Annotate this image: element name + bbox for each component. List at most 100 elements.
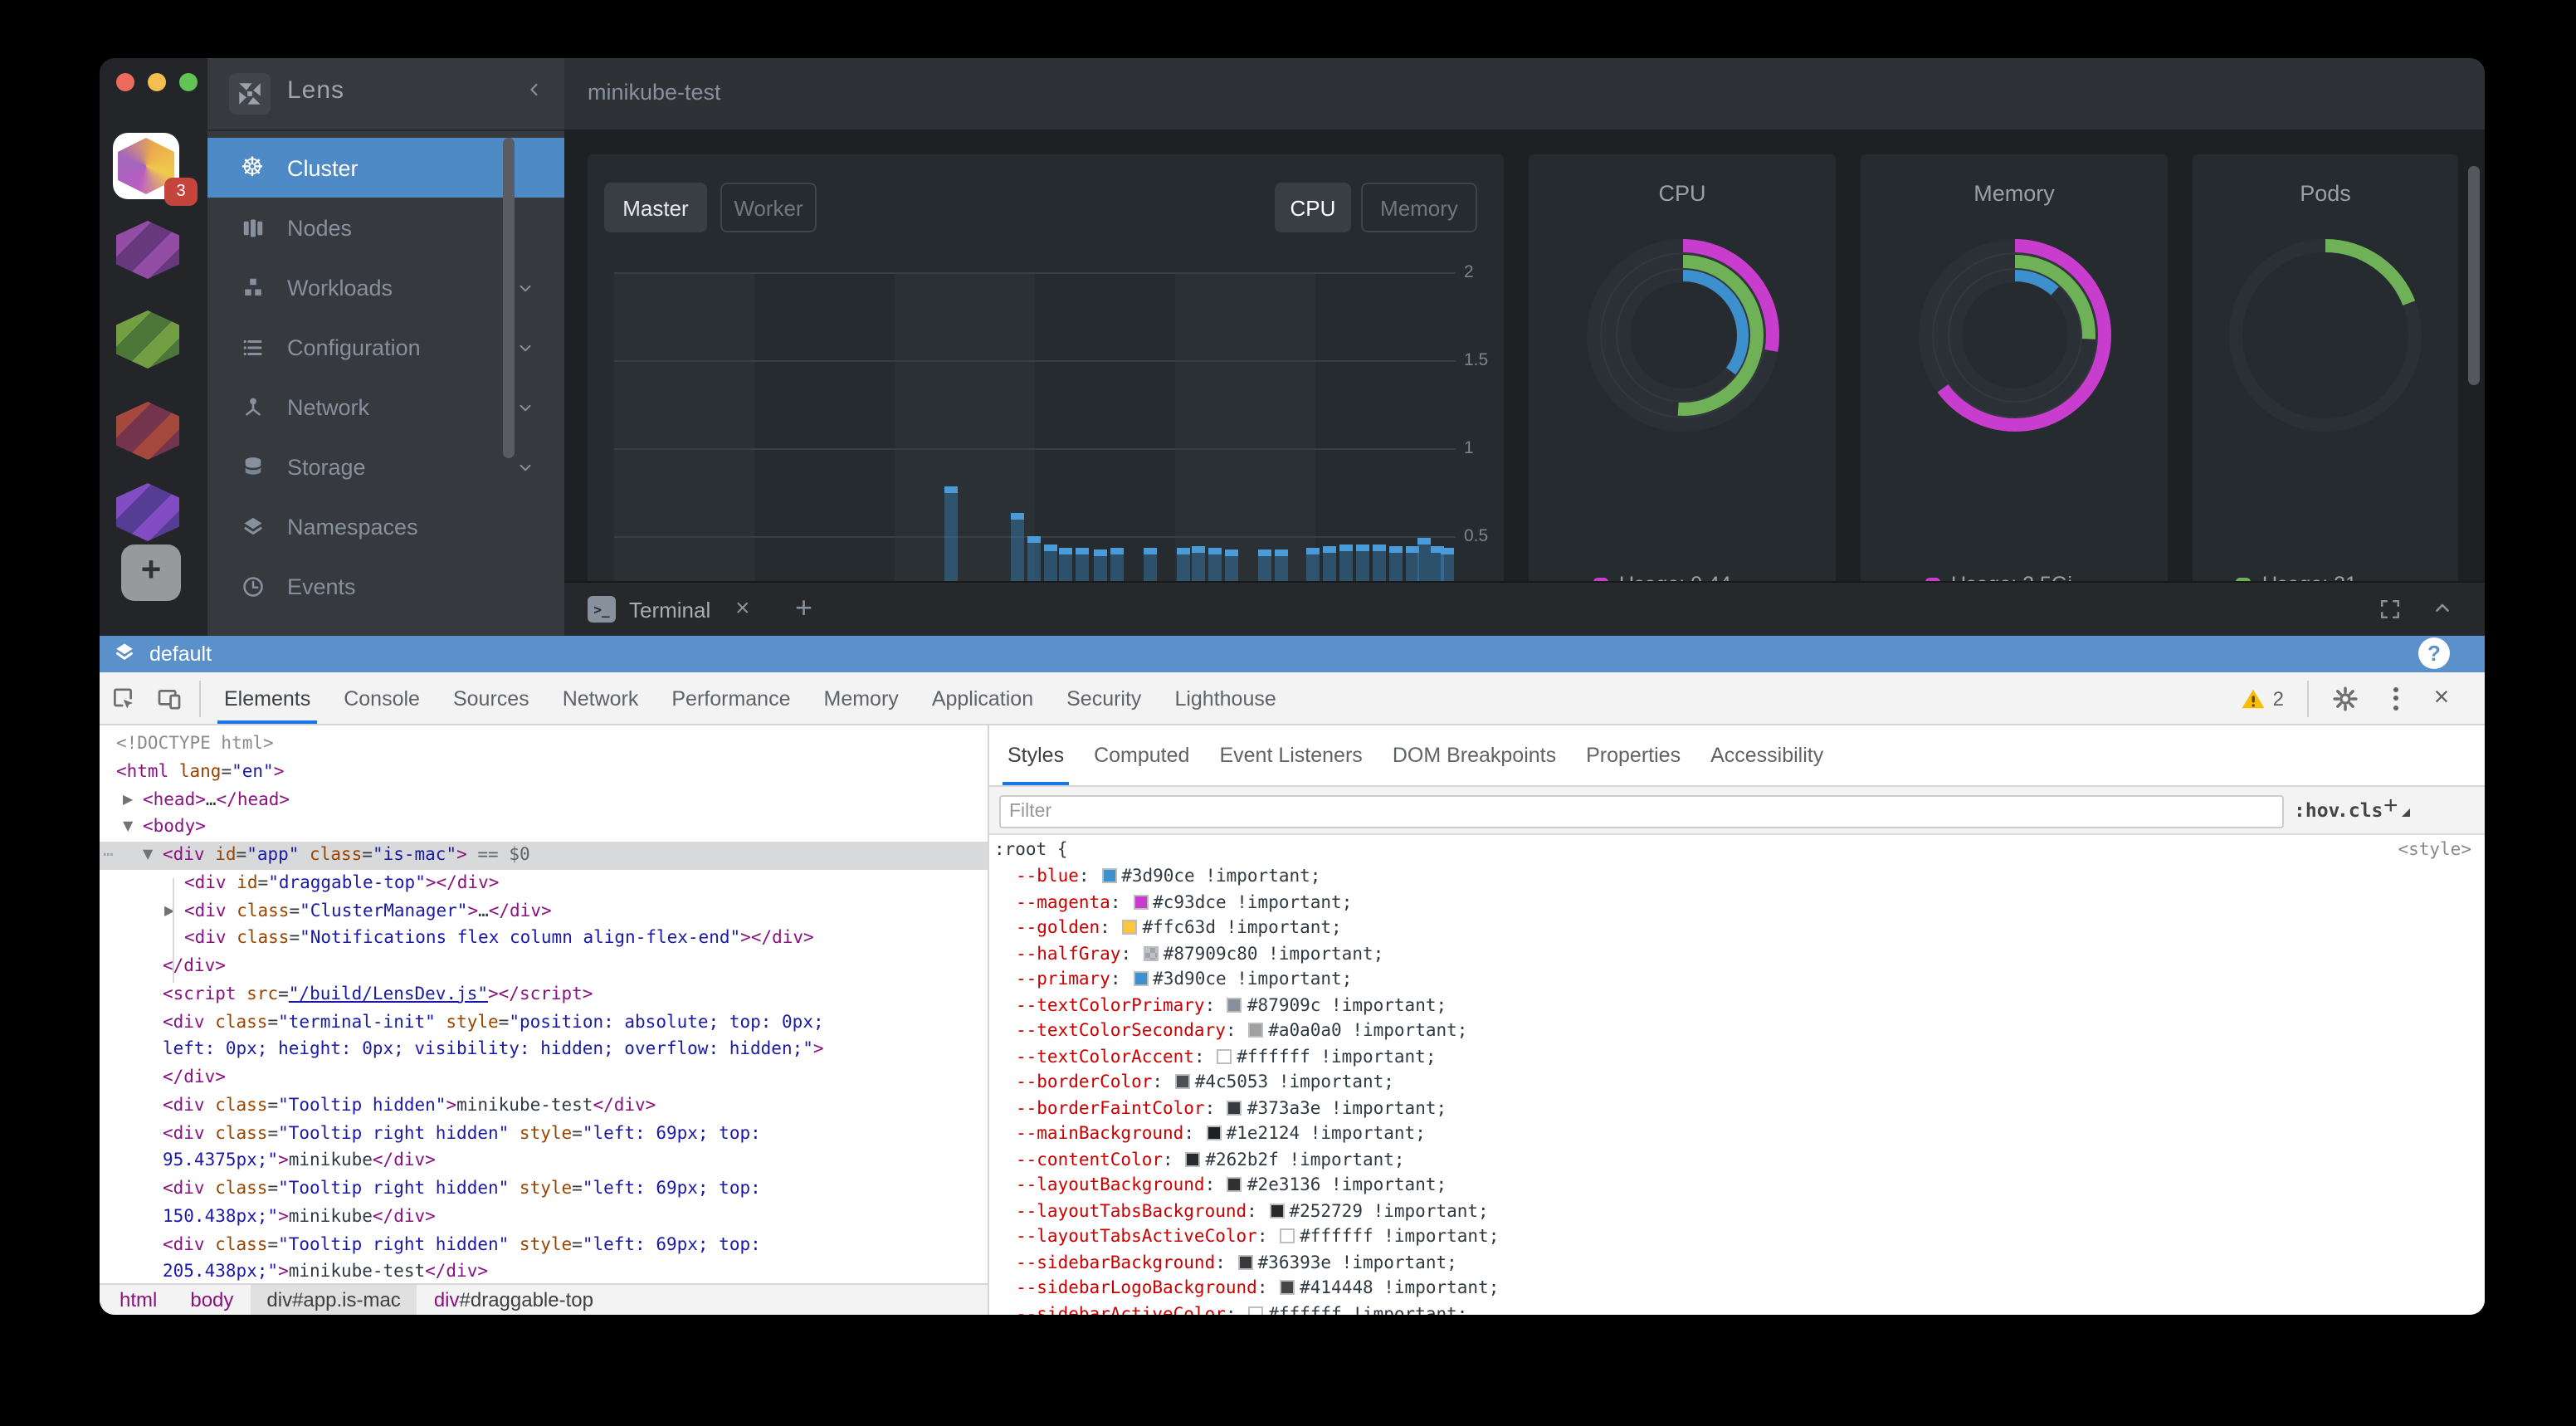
css-property-line[interactable]: --magenta: #c93dce !important; (1016, 892, 1353, 912)
styles-tab-computed[interactable]: Computed (1094, 744, 1190, 767)
css-property-line[interactable]: --borderFaintColor: #373a3e !important; (1016, 1098, 1447, 1118)
sidebar-collapse-icon[interactable] (524, 80, 544, 100)
dom-tree-row[interactable]: ▶ <div class="ClusterManager">…</div> (164, 901, 552, 921)
sidebar-item-configuration[interactable]: Configuration (207, 317, 564, 377)
devtools-close-icon[interactable]: × (2433, 683, 2450, 711)
metric-tab-memory[interactable]: Memory (1361, 183, 1477, 232)
color-swatch[interactable] (1206, 1126, 1222, 1140)
add-cluster-button[interactable]: + (121, 545, 181, 601)
css-property-line[interactable]: --layoutTabsActiveColor: #ffffff !import… (1016, 1227, 1500, 1247)
css-property-line[interactable]: --golden: #ffc63d !important; (1016, 918, 1342, 938)
breadcrumb-item[interactable]: div#app.is-mac (250, 1285, 417, 1315)
dom-tree-row[interactable]: <div class="Tooltip right hidden" style=… (163, 1123, 761, 1143)
new-style-rule-button[interactable]: + (2383, 792, 2409, 820)
sidebar-scrollbar[interactable] (503, 138, 515, 458)
color-swatch[interactable] (1237, 1254, 1253, 1269)
breadcrumb-item[interactable]: body (190, 1288, 234, 1311)
terminal-close-icon[interactable]: × (735, 594, 750, 623)
css-property-line[interactable]: --sidebarActiveColor: #ffffff !important… (1016, 1304, 1467, 1315)
css-property-line[interactable]: --layoutBackground: #2e3136 !important; (1016, 1175, 1447, 1195)
terminal-expand-up-icon[interactable] (2432, 598, 2453, 619)
dom-tree-row[interactable]: ▼ <body> (123, 817, 206, 838)
dom-tree-row[interactable]: <div class="Notifications flex column al… (184, 928, 814, 949)
styles-tab-properties[interactable]: Properties (1586, 744, 1681, 767)
css-property-line[interactable]: --contentColor: #262b2f !important; (1016, 1150, 1405, 1170)
css-property-line[interactable]: --borderColor: #4c5053 !important; (1016, 1072, 1394, 1092)
styles-tab-accessibility[interactable]: Accessibility (1710, 744, 1824, 767)
breadcrumb-item[interactable]: html (120, 1288, 158, 1311)
styles-tab-event-listeners[interactable]: Event Listeners (1219, 744, 1363, 767)
terminal-tab[interactable]: Terminal (629, 598, 711, 623)
styles-tab-styles[interactable]: Styles (993, 725, 1079, 785)
css-property-line[interactable]: --primary: #3d90ce !important; (1016, 969, 1353, 989)
dom-tree-row[interactable]: </div> (163, 956, 226, 976)
dom-tree-row[interactable]: <div id="draggable-top"></div> (184, 872, 500, 893)
css-property-line[interactable]: --sidebarBackground: #36393e !important; (1016, 1253, 1457, 1272)
gear-icon[interactable] (2322, 685, 2369, 711)
zoom-window-button[interactable] (179, 73, 198, 91)
node-tab-master[interactable]: Master (604, 183, 707, 232)
color-swatch[interactable] (1185, 1151, 1201, 1166)
dom-tree-row[interactable]: <script src="/build/LensDev.js"></script… (163, 984, 593, 1004)
cluster-item-cluster-3[interactable] (116, 310, 179, 369)
kebab-menu-icon[interactable] (2375, 686, 2415, 710)
cluster-item-cluster-minikube[interactable]: 3 (113, 133, 198, 206)
metric-tab-cpu[interactable]: CPU (1275, 183, 1351, 232)
devtools-tab-application[interactable]: Application (931, 686, 1034, 710)
dom-tree-row[interactable]: <div class="Tooltip hidden">minikube-tes… (163, 1095, 656, 1116)
css-property-line[interactable]: --textColorPrimary: #87909c !important; (1016, 995, 1447, 1015)
main-scrollbar[interactable] (2468, 166, 2480, 385)
dom-tree-row[interactable]: <div class="Tooltip right hidden" style=… (163, 1179, 761, 1199)
css-property-line[interactable]: --sidebarLogoBackground: #414448 !import… (1016, 1278, 1500, 1298)
devtools-tab-network[interactable]: Network (562, 686, 639, 710)
color-swatch[interactable] (1133, 971, 1149, 986)
dom-tree-row[interactable]: </div> (163, 1067, 226, 1087)
terminal-add-icon[interactable]: + (795, 591, 813, 624)
dom-tree-row[interactable]: <div class="Tooltip right hidden" style=… (163, 1234, 761, 1254)
css-property-line[interactable]: --mainBackground: #1e2124 !important; (1016, 1124, 1426, 1144)
cluster-item-cluster-4[interactable] (116, 402, 179, 460)
inspect-element-icon[interactable] (100, 685, 146, 711)
dom-tree-row[interactable]: ▶ <head>…</head> (123, 789, 290, 809)
color-swatch[interactable] (1280, 1228, 1295, 1243)
color-swatch[interactable] (1227, 1177, 1242, 1192)
color-swatch[interactable] (1280, 1280, 1295, 1295)
dom-tree-row[interactable]: 95.4375px;">minikube</div> (163, 1150, 436, 1171)
css-property-line[interactable]: --textColorSecondary: #a0a0a0 !important… (1016, 1021, 1468, 1041)
devtools-tab-console[interactable]: Console (344, 686, 420, 710)
devtools-tab-elements[interactable]: Elements (207, 672, 327, 724)
element-classes-toggle[interactable]: .cls (2337, 798, 2383, 822)
cluster-item-cluster-2[interactable] (116, 221, 179, 279)
breadcrumb-item[interactable]: div #draggable-top (433, 1288, 593, 1311)
devtools-tab-performance[interactable]: Performance (671, 686, 791, 710)
node-tab-worker[interactable]: Worker (720, 183, 817, 232)
warnings-badge[interactable]: 2 (2242, 686, 2294, 710)
dom-tree-row[interactable]: <!DOCTYPE html> (116, 734, 274, 754)
dom-tree-row[interactable]: <div class="terminal-init" style="positi… (163, 1012, 824, 1032)
dom-tree-row[interactable]: left: 0px; height: 0px; visibility: hidd… (163, 1039, 824, 1060)
css-property-line[interactable]: --layoutTabsBackground: #252729 !importa… (1016, 1201, 1489, 1221)
sidebar-item-events[interactable]: Events (207, 556, 564, 616)
dom-tree-row[interactable]: <html lang="en"> (116, 761, 285, 782)
dom-tree-row[interactable]: 205.438px;">minikube-test</div> (163, 1262, 488, 1282)
terminal-fullscreen-icon[interactable] (2378, 598, 2402, 621)
sidebar-item-network[interactable]: Network (207, 377, 564, 437)
sidebar-item-storage[interactable]: Storage (207, 437, 564, 496)
devtools-tab-memory[interactable]: Memory (823, 686, 899, 710)
close-window-button[interactable] (116, 73, 134, 91)
devtools-tab-sources[interactable]: Sources (452, 686, 529, 710)
color-swatch[interactable] (1143, 945, 1159, 960)
color-swatch[interactable] (1217, 1048, 1232, 1063)
color-swatch[interactable] (1133, 894, 1149, 909)
minimize-window-button[interactable] (148, 73, 166, 91)
sidebar-item-namespaces[interactable]: Namespaces (207, 496, 564, 556)
color-swatch[interactable] (1227, 997, 1242, 1012)
dom-tree-row[interactable]: ⋯ ▼ <div id="app" class="is-mac"> == $0 (100, 842, 988, 870)
color-swatch[interactable] (1248, 1023, 1264, 1038)
css-property-line[interactable]: --textColorAccent: #ffffff !important; (1016, 1047, 1437, 1067)
style-source-link[interactable]: <style> (2398, 840, 2471, 860)
css-property-line[interactable]: --halfGray: #87909c80 !important; (1016, 944, 1384, 964)
namespace-name[interactable]: default (149, 642, 212, 666)
styles-filter-input[interactable] (999, 795, 2284, 828)
color-swatch[interactable] (1248, 1306, 1264, 1315)
